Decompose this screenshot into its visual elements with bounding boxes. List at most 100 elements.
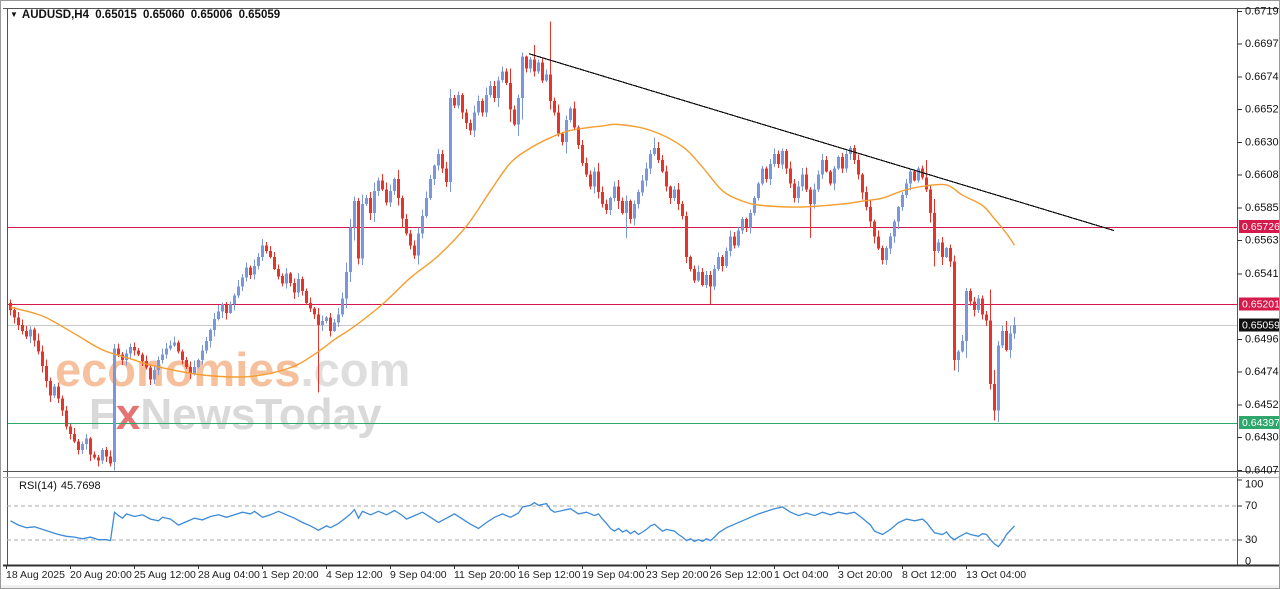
candle-body — [25, 330, 28, 337]
candle-body — [649, 153, 652, 169]
candle-body — [957, 351, 960, 361]
candle-body — [1013, 325, 1016, 334]
candle-body — [181, 351, 184, 361]
candle-body — [769, 164, 772, 179]
candle-body — [925, 177, 928, 190]
time-axis-label: 3 Oct 20:00 — [838, 569, 893, 581]
candle-body — [765, 168, 768, 179]
candle-body — [329, 317, 332, 331]
candle-body — [853, 148, 856, 160]
candle-body — [265, 245, 268, 252]
candle-body — [805, 174, 808, 190]
candle-body — [445, 168, 448, 182]
candle-body — [837, 156, 840, 169]
candle-body — [497, 80, 500, 98]
candle-body — [477, 100, 480, 113]
candle-body — [569, 108, 572, 121]
price-tick-label: 0.64075 — [1245, 465, 1280, 477]
candle-body — [113, 348, 116, 462]
candle-body — [465, 112, 468, 123]
candle-body — [589, 174, 592, 187]
candle-body — [733, 236, 736, 246]
candles[interactable] — [9, 21, 1016, 471]
candle-body — [521, 56, 524, 98]
candle-wick — [710, 271, 711, 305]
candle-body — [885, 248, 888, 260]
candle-body — [965, 291, 968, 342]
candle-body — [605, 204, 608, 210]
candle-body — [349, 227, 352, 272]
candle-body — [397, 179, 400, 199]
resistance-line-1-label: 0.65726 — [1242, 221, 1280, 233]
candle-body — [85, 438, 88, 445]
candle-body — [593, 171, 596, 187]
collapse-arrow-icon[interactable]: ▼ — [10, 10, 18, 19]
time-axis-label: 1 Oct 04:00 — [774, 569, 829, 581]
moving-average[interactable] — [10, 123, 1016, 378]
candle-body — [213, 319, 216, 331]
candle-body — [89, 438, 92, 455]
candle-body — [461, 95, 464, 113]
time-axis-label: 16 Sep 12:00 — [518, 569, 581, 581]
candle-body — [269, 251, 272, 258]
candle-body — [277, 268, 280, 277]
candle-body — [457, 95, 460, 106]
candle-body — [981, 298, 984, 315]
candle-body — [529, 59, 532, 69]
candle-body — [545, 74, 548, 81]
candle-body — [977, 298, 980, 311]
candle-body — [917, 168, 920, 181]
candle-body — [45, 366, 48, 381]
candle-body — [429, 179, 432, 199]
ma-line — [10, 123, 1016, 378]
candle-wick — [654, 137, 655, 156]
candle-body — [309, 302, 312, 309]
candle-body — [209, 330, 212, 342]
candle-body — [53, 386, 56, 396]
candle-body — [481, 100, 484, 113]
candle-body — [869, 207, 872, 222]
candle-body — [65, 410, 68, 427]
candle-body — [693, 268, 696, 281]
candle-body — [393, 179, 396, 191]
candle-body — [881, 248, 884, 260]
candle-body — [421, 215, 424, 234]
candle-body — [997, 345, 1000, 411]
candle-body — [517, 97, 520, 125]
candle-body — [625, 201, 628, 213]
candle-body — [193, 366, 196, 374]
rsi-line — [10, 501, 1015, 548]
candle-body — [989, 320, 992, 384]
support-line-label-box — [1239, 416, 1279, 430]
candle-body — [117, 348, 120, 355]
time-axis[interactable]: 18 Aug 2025 20 Aug 20:00 25 Aug 12:00 28 Au… — [1, 569, 1279, 585]
candle-body — [353, 201, 356, 228]
candle-body — [897, 207, 900, 222]
candle-body — [417, 233, 420, 256]
candle-body — [133, 347, 136, 351]
candle-body — [657, 148, 660, 160]
candle-body — [673, 189, 676, 199]
candle-body — [13, 310, 16, 318]
candle-body — [857, 159, 860, 175]
candle-body — [753, 198, 756, 213]
candle-body — [893, 221, 896, 237]
price-tick-label: 0.66525 — [1245, 103, 1280, 115]
support-line-label: 0.64397 — [1242, 417, 1280, 429]
candle-body — [513, 109, 516, 125]
candle-body — [501, 71, 504, 81]
candle-body — [645, 168, 648, 181]
candle-body — [941, 242, 944, 257]
candle-body — [301, 279, 304, 291]
candle-body — [801, 174, 804, 187]
horizontal-levels[interactable] — [7, 226, 1237, 425]
candle-body — [281, 276, 284, 284]
rsi-panel[interactable]: 100 70 30 0 — [7, 479, 1263, 568]
trendline-object[interactable] — [528, 53, 1115, 232]
candle-body — [973, 301, 976, 311]
candle-body — [825, 159, 828, 172]
